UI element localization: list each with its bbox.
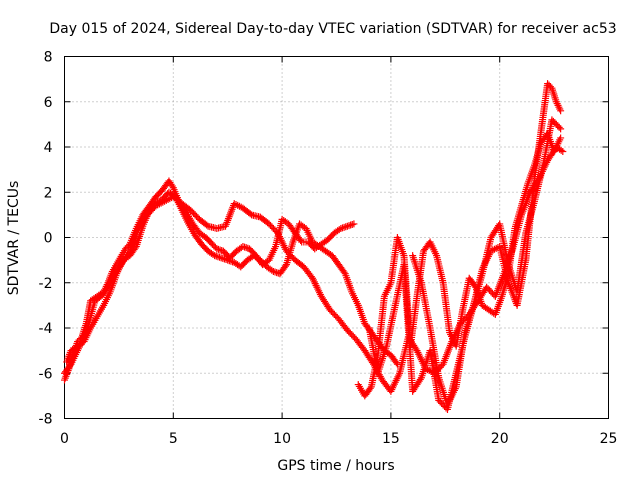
data-point [366,384,374,392]
data-point [416,375,424,383]
y-tick-label: 0 [44,231,53,247]
series-2 [61,143,567,395]
x-tick-label: 5 [169,431,178,447]
y-axis-label: SDTVAR / TECUs [6,181,22,296]
data-point [246,210,254,218]
series-5 [409,116,565,409]
y-tick-label: 6 [44,95,53,111]
data-point [209,250,217,258]
data-point [557,107,565,115]
data-point [203,221,211,229]
data-points [61,80,567,413]
x-tick-label: 20 [491,431,509,447]
data-point [297,237,305,245]
x-axis: 0 5 10 15 20 25 [60,56,618,447]
data-point [555,123,563,131]
data-point [281,262,289,270]
data-point [557,125,565,133]
y-tick-label: 8 [44,50,53,66]
y-tick-label: -4 [39,321,53,337]
y-tick-label: -6 [39,366,53,382]
x-tick-label: 25 [600,431,618,447]
x-tick-label: 15 [382,431,400,447]
data-point [412,345,420,353]
data-point [557,134,565,142]
x-tick-label: 0 [60,431,69,447]
data-point [340,268,348,276]
data-point [559,148,567,156]
chart-title: Day 015 of 2024, Sidereal Day-to-day VTE… [49,21,616,37]
series-3 [354,129,565,400]
data-point [335,226,343,234]
x-axis-label: GPS time / hours [277,458,394,474]
y-tick-label: -2 [39,276,53,292]
y-axis: 8 6 4 2 0 -2 -4 -6 -8 [39,50,609,428]
data-point [268,266,276,274]
y-tick-label: 4 [44,140,53,156]
data-point [350,220,358,228]
y-tick-label: 2 [44,185,53,201]
data-point [168,182,176,190]
data-point [125,249,133,257]
grid [64,56,609,419]
y-tick-label: -8 [39,412,53,428]
x-tick-label: 10 [273,431,291,447]
data-point [557,146,565,154]
